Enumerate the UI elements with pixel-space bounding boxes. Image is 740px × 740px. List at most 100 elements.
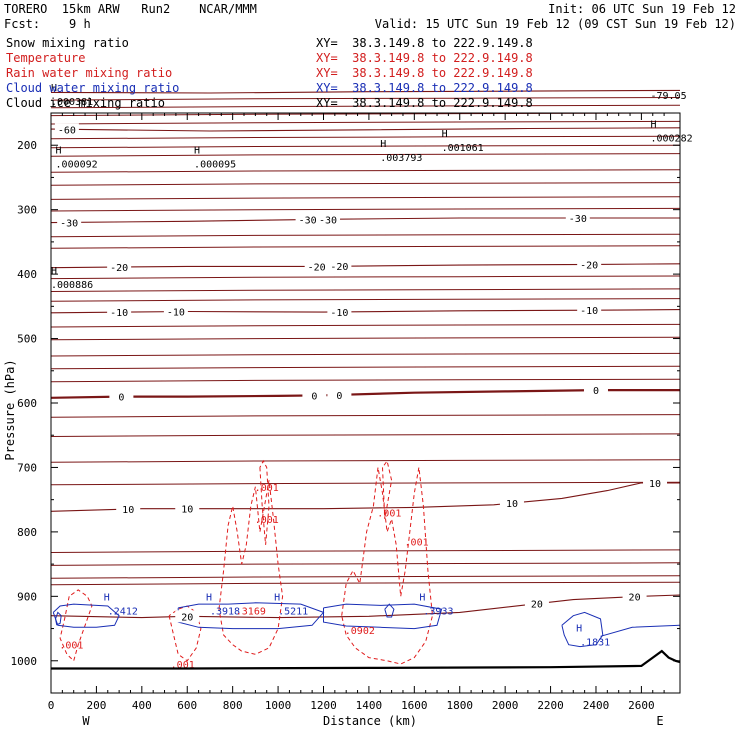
legend-xy-range: XY= 38.3.149.8 to 222.9.149.8 xyxy=(316,66,533,80)
temperature-contour--20 xyxy=(50,263,681,269)
y-tick-label: 200 xyxy=(17,139,37,152)
x-tick-label: 2400 xyxy=(583,699,610,712)
valid-time: Valid: 15 UTC Sun 19 Feb 12 (09 CST Sun … xyxy=(374,17,736,31)
contour-label-bg xyxy=(327,305,352,318)
temperature-label--10: -10 xyxy=(110,308,128,319)
temperature-contour-interval xyxy=(50,207,681,212)
temperature-contour-interval xyxy=(50,459,681,463)
temperature-contour-interval xyxy=(50,97,681,101)
temperature-label-0: 0 xyxy=(118,393,124,404)
contour-label-bg xyxy=(295,213,320,226)
y-axis-title: Pressure (hPa) xyxy=(3,359,17,460)
contour-label-bg xyxy=(327,388,352,401)
contour-label-bg xyxy=(163,305,188,318)
rain-water-value: .3169 xyxy=(236,607,266,618)
contour-label-bg xyxy=(54,123,79,136)
temperature-contour-interval xyxy=(50,233,681,238)
x-tick-label: 400 xyxy=(132,699,152,712)
temperature-contour-interval xyxy=(50,365,681,370)
y-tick-label: 500 xyxy=(17,333,37,346)
x-tick-label: 1600 xyxy=(401,699,428,712)
temperature-contours xyxy=(50,89,681,619)
contour-label-bg xyxy=(116,503,141,516)
cloud-water-max-marker: H xyxy=(576,623,582,634)
temperature-label--30: -30 xyxy=(569,214,587,225)
contour-label-bg xyxy=(622,590,647,603)
temperature-label-10: 10 xyxy=(649,479,661,490)
cloud-water-max-marker: H xyxy=(206,593,212,604)
cloud-water-max-marker: H xyxy=(104,593,110,604)
contour-label-bg xyxy=(304,260,329,273)
rain-water-contour xyxy=(59,589,93,662)
temperature-contour-interval xyxy=(50,549,681,553)
temperature-label--20: -20 xyxy=(580,260,598,271)
model-title: TORERO 15km ARW Run2 NCAR/MMM xyxy=(4,2,257,16)
cloud-water-contour xyxy=(177,602,325,630)
mixing-ratio-max-marker: H xyxy=(442,129,448,140)
temperature-label--10: -10 xyxy=(167,308,185,319)
legend-xy-range: XY= 38.3.149.8 to 222.9.149.8 xyxy=(316,51,533,65)
legend-entry-cloud-ice-mixing-ratio: Cloud ice mixing ratio xyxy=(6,96,165,110)
temperature-contour-interval xyxy=(50,288,681,292)
rain-water-value: .001 xyxy=(171,660,195,671)
init-time: Init: 06 UTC Sun 19 Feb 12 xyxy=(548,2,736,16)
x-tick-label: 600 xyxy=(177,699,197,712)
contour-label-bg xyxy=(107,261,132,274)
temperature-contour-interval xyxy=(50,481,681,486)
temperature-contour--30 xyxy=(50,217,680,224)
contour-label-bg xyxy=(175,502,200,515)
temperature-label-10: 10 xyxy=(506,499,518,510)
temperature-contour-interval xyxy=(50,275,681,280)
mixing-ratio-max-value: .000092 xyxy=(56,159,98,170)
temperature-contour-10 xyxy=(50,482,680,512)
temperature-contour-interval xyxy=(50,104,681,109)
temperature-extreme-label: -79.05 xyxy=(650,91,686,102)
temperature-contour-interval xyxy=(50,153,681,157)
temperature-contour-interval xyxy=(50,414,681,418)
temperature-contour-interval xyxy=(50,135,681,140)
cloud-water-contour xyxy=(55,611,62,626)
y-tick-label: 600 xyxy=(17,397,37,410)
contour-label-bg xyxy=(499,497,524,510)
rain-water-value: .001 xyxy=(255,515,279,526)
temperature-label--10: -10 xyxy=(580,306,598,317)
temperature-label--60: -60 xyxy=(58,125,76,136)
x-axis-title: Distance (km) xyxy=(323,714,417,728)
cloud-water-contour xyxy=(561,611,604,648)
rain-water-value: .001 xyxy=(59,641,83,652)
contour-label-bg xyxy=(57,216,82,229)
x-tick-label: 2000 xyxy=(492,699,519,712)
temperature-contour-interval xyxy=(50,196,681,200)
cloud-water-contour xyxy=(52,603,120,628)
x-tick-label: 1200 xyxy=(310,699,337,712)
temperature-contour--60 xyxy=(50,127,681,132)
rain-water-contour xyxy=(259,459,270,545)
forecast-hour: Fcst: 9 h xyxy=(4,17,91,31)
legend-entry-snow-mixing-ratio: Snow mixing ratio xyxy=(6,36,129,50)
legend-entry-temperature: Temperature xyxy=(6,51,86,65)
mixing-ratio-max-marker: H xyxy=(51,83,57,94)
temperature-label-0: 0 xyxy=(593,386,599,397)
contour-label-bg xyxy=(175,610,200,623)
temperature-label-0: 0 xyxy=(311,391,317,402)
mixing-ratio-max-marker: H xyxy=(56,145,62,156)
mixing-ratio-max-value: .000095 xyxy=(194,159,236,170)
legend-xy-range: XY= 38.3.149.8 to 222.9.149.8 xyxy=(316,96,533,110)
plot-frame xyxy=(50,112,681,694)
temperature-contour-interval xyxy=(50,245,681,249)
temperature-contour-interval xyxy=(50,169,681,173)
rain-water-value: .001 xyxy=(255,483,279,494)
temperature-contour-interval xyxy=(50,182,681,186)
x-tick-label: 1800 xyxy=(446,699,473,712)
legend-entry-rain-water-mixing-ratio: Rain water mixing ratio xyxy=(6,66,173,80)
contour-label-bg xyxy=(583,384,608,397)
temperature-contour-interval xyxy=(50,298,681,302)
temperature-label--30: -30 xyxy=(319,215,337,226)
plot-border xyxy=(50,112,681,694)
contour-label-bg xyxy=(109,390,134,403)
y-tick-label: 400 xyxy=(17,268,37,281)
temperature-contour-interval xyxy=(50,575,681,579)
x-tick-label: 2200 xyxy=(537,699,564,712)
mixing-ratio-max-value: .001061 xyxy=(442,143,484,154)
